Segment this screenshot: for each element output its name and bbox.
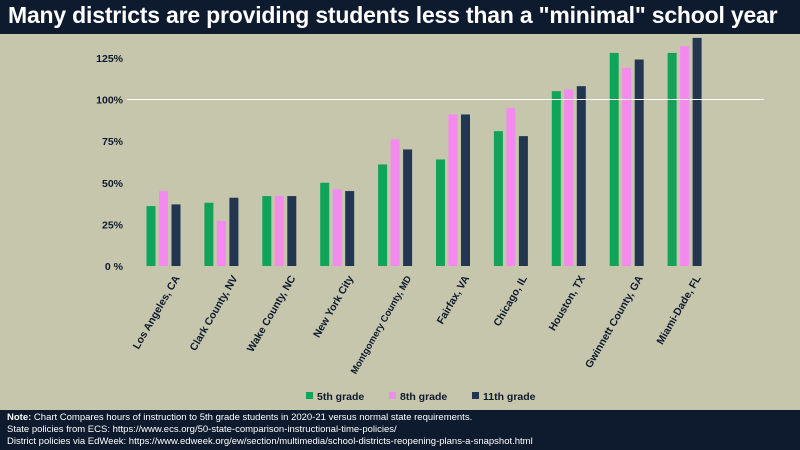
x-category-label: Los Angeles, CA bbox=[131, 273, 183, 351]
bar-8th-grade bbox=[680, 46, 690, 266]
y-tick-label: 0 % bbox=[105, 261, 124, 273]
x-category-label: Miami-Dade, FL bbox=[655, 273, 704, 347]
note-label: Note: bbox=[7, 412, 32, 423]
bar-11th-grade bbox=[692, 37, 702, 266]
x-category-label: Clark County, NV bbox=[188, 274, 241, 354]
bar-5th-grade bbox=[667, 52, 677, 266]
bar-11th-grade bbox=[461, 114, 470, 266]
bar-chart: 0 % 25% 50% 75% 100% 125% Los Angeles, CA Clark… bbox=[96, 37, 764, 403]
bar-5th-grade bbox=[378, 164, 388, 266]
legend-swatch bbox=[389, 392, 396, 399]
bar-11th-grade bbox=[403, 149, 413, 266]
bar-8th-grade bbox=[274, 196, 284, 266]
x-category-label: Wake County, NC bbox=[245, 273, 299, 354]
bar-8th-grade bbox=[448, 114, 458, 266]
y-tick-label: 100% bbox=[96, 95, 124, 107]
bar-8th-grade bbox=[390, 139, 400, 266]
note-footer: Note: Chart Compares hours of instructio… bbox=[0, 410, 800, 450]
bar-8th-grade bbox=[159, 191, 168, 266]
legend-label: 11th grade bbox=[483, 391, 536, 403]
x-category-label: Fairfax, VA bbox=[435, 273, 473, 326]
bar-5th-grade bbox=[493, 131, 503, 266]
y-tick-label: 25% bbox=[102, 219, 124, 231]
x-category-label: Gwinnett County, GA bbox=[583, 273, 646, 370]
bar-8th-grade bbox=[564, 89, 574, 266]
y-tick-label: 75% bbox=[102, 136, 124, 148]
bar-5th-grade bbox=[609, 52, 619, 266]
bar-11th-grade bbox=[634, 59, 644, 266]
x-category-label: Houston, TX bbox=[547, 274, 588, 334]
bar-11th-grade bbox=[576, 86, 586, 267]
note-line-3: District policies via EdWeek: https://ww… bbox=[7, 436, 533, 447]
bar-8th-grade bbox=[506, 107, 516, 266]
legend-swatch bbox=[472, 392, 479, 399]
bar-8th-grade bbox=[332, 189, 342, 266]
legend-label: 8th grade bbox=[400, 391, 447, 403]
y-tick-label: 50% bbox=[102, 178, 124, 190]
bar-5th-grade bbox=[436, 159, 445, 266]
bar-5th-grade bbox=[551, 91, 561, 266]
x-category-label: Chicago, IL bbox=[491, 273, 530, 329]
bar-5th-grade bbox=[146, 206, 156, 266]
bar-11th-grade bbox=[229, 197, 239, 266]
bar-5th-grade bbox=[262, 196, 272, 266]
bar-5th-grade bbox=[320, 182, 330, 266]
chart-title: Many districts are providing students le… bbox=[8, 2, 778, 28]
title-bar: Many districts are providing students le… bbox=[0, 0, 800, 34]
legend-label: 5th grade bbox=[317, 391, 364, 403]
bar-11th-grade bbox=[518, 136, 528, 266]
y-tick-label: 125% bbox=[96, 53, 124, 65]
bar-8th-grade bbox=[622, 67, 632, 267]
bar-11th-grade bbox=[287, 196, 297, 266]
bar-11th-grade bbox=[345, 191, 355, 266]
legend-swatch bbox=[306, 392, 313, 399]
note-line-1: Note: Chart Compares hours of instructio… bbox=[7, 412, 472, 423]
bar-5th-grade bbox=[204, 202, 214, 266]
note-text: Chart Compares hours of instruction to 5… bbox=[33, 412, 473, 423]
x-category-label: New York City bbox=[311, 273, 356, 339]
bar-8th-grade bbox=[216, 221, 226, 266]
note-line-2: State policies from ECS: https://www.ecs… bbox=[7, 424, 397, 435]
x-category-label: Montgomery County, MD bbox=[349, 274, 414, 376]
bar-11th-grade bbox=[171, 204, 181, 266]
